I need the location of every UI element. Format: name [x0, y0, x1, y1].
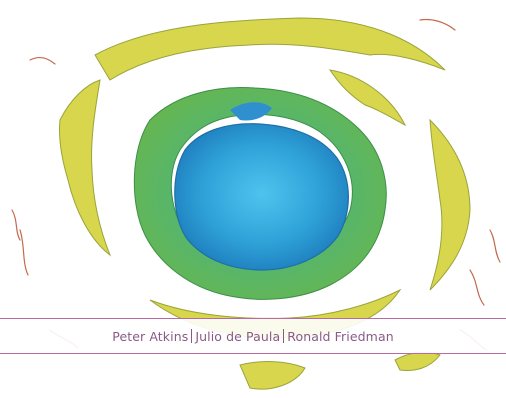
author-separator: [283, 329, 285, 343]
author-list: Peter Atkins Julio de Paula Ronald Fried…: [112, 329, 393, 344]
author-name: Julio de Paula: [195, 328, 281, 344]
author-band: Peter Atkins Julio de Paula Ronald Fried…: [0, 318, 506, 354]
blue-core: [174, 102, 349, 271]
author-name: Ronald Friedman: [287, 328, 394, 344]
author-name: Peter Atkins: [112, 328, 189, 344]
author-separator: [191, 329, 193, 343]
